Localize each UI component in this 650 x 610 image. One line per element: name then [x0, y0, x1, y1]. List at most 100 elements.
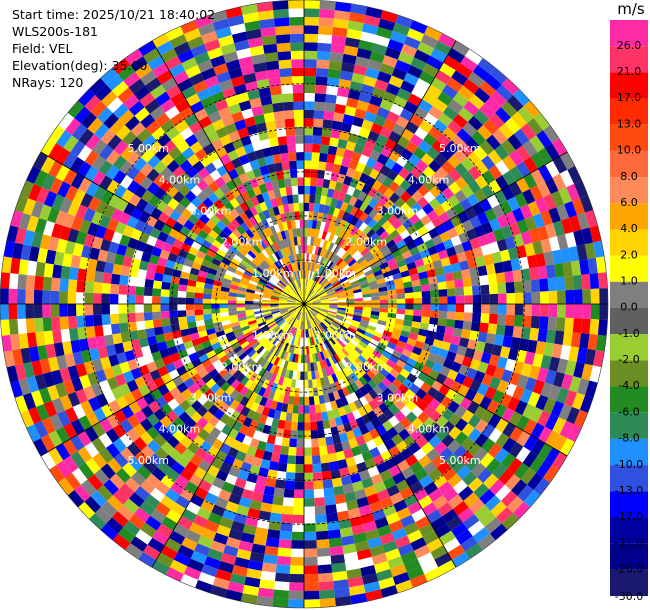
gate-cell	[153, 408, 167, 421]
gate-cell	[70, 339, 81, 354]
gate-cell	[360, 247, 370, 257]
gate-cell	[514, 281, 524, 293]
gate-cell	[466, 367, 478, 380]
gate-cell	[454, 372, 466, 385]
gate-cell	[540, 354, 552, 370]
gate-cell	[100, 238, 112, 252]
gate-cell	[487, 323, 498, 335]
gate-cell	[293, 280, 298, 289]
colorbar-swatch	[610, 412, 648, 439]
gate-cell	[55, 443, 71, 461]
gate-cell	[326, 410, 335, 420]
gate-cell	[569, 215, 582, 232]
gate-cell	[245, 170, 256, 181]
gate-cell	[520, 363, 533, 378]
gate-cell	[305, 278, 308, 288]
gate-cell	[450, 134, 466, 149]
gate-cell	[348, 196, 358, 207]
gate-cell	[494, 144, 509, 161]
gate-cell	[83, 385, 96, 401]
gate-cell	[320, 301, 330, 304]
gate-cell	[321, 341, 327, 351]
gate-cell	[228, 292, 238, 297]
gate-cell	[509, 222, 521, 237]
gate-cell	[413, 488, 429, 502]
gate-cell	[108, 194, 122, 209]
gate-cell	[463, 492, 480, 508]
gate-cell	[233, 254, 243, 263]
gate-cell	[420, 559, 439, 574]
gate-cell	[281, 437, 290, 447]
gate-cell	[362, 225, 372, 235]
gate-cell	[314, 335, 320, 345]
gate-cell	[502, 335, 513, 348]
gate-cell	[219, 354, 229, 364]
gate-cell	[365, 273, 375, 280]
gate-cell	[502, 155, 517, 171]
gate-cell	[246, 317, 256, 323]
gate-cell	[388, 262, 399, 271]
gate-cell	[149, 105, 165, 121]
gate-cell	[450, 361, 462, 373]
gate-cell	[250, 247, 259, 257]
gate-cell	[193, 343, 204, 353]
gate-cell	[217, 266, 227, 274]
gate-cell	[307, 279, 311, 288]
gate-cell	[555, 276, 566, 291]
gate-cell	[320, 305, 330, 308]
gate-cell	[527, 339, 538, 354]
gate-cell	[300, 320, 303, 330]
gate-cell	[189, 474, 203, 487]
gate-cell	[321, 368, 328, 378]
gate-cell	[350, 3, 368, 15]
gate-cell	[323, 258, 330, 268]
gate-cell	[437, 318, 447, 327]
gate-cell	[354, 357, 364, 367]
gate-cell	[355, 330, 365, 338]
gate-cell	[309, 310, 316, 318]
gate-cell	[225, 536, 241, 549]
gate-cell	[124, 246, 136, 259]
gate-cell	[406, 240, 417, 251]
gate-cell	[214, 325, 224, 333]
gate-cell	[117, 87, 134, 104]
gate-cell	[252, 329, 262, 337]
gate-cell	[225, 589, 243, 602]
gate-cell	[389, 229, 400, 240]
gate-cell	[106, 517, 124, 534]
gate-cell	[459, 260, 470, 271]
gate-cell	[289, 317, 295, 326]
gate-cell	[423, 178, 436, 191]
gate-cell	[79, 374, 92, 389]
gate-cell	[123, 202, 136, 216]
gate-cell	[360, 235, 370, 245]
gate-cell	[127, 237, 139, 250]
gate-cell	[543, 194, 557, 211]
gate-cell	[404, 292, 414, 299]
gate-cell	[227, 447, 239, 459]
gate-cell	[276, 127, 287, 138]
gate-cell	[273, 8, 289, 19]
gate-cell	[490, 501, 507, 518]
gate-cell	[464, 249, 476, 261]
gate-cell	[330, 355, 338, 365]
gate-cell	[520, 268, 531, 282]
gate-cell	[225, 59, 241, 72]
gate-cell	[210, 540, 226, 553]
gate-cell	[408, 332, 419, 341]
gate-cell	[162, 242, 173, 253]
gate-cell	[185, 64, 201, 79]
gate-cell	[379, 496, 394, 509]
gate-cell	[119, 433, 134, 448]
gate-cell	[18, 333, 29, 349]
gate-cell	[327, 261, 334, 270]
gate-cell	[459, 142, 474, 158]
gate-cell	[194, 447, 208, 460]
gate-cell	[247, 319, 257, 326]
gate-cell	[422, 203, 434, 215]
gate-cell	[282, 289, 291, 295]
gate-cell	[311, 296, 320, 301]
gate-cell	[334, 181, 344, 192]
gate-cell	[244, 208, 254, 219]
gate-cell	[465, 49, 483, 65]
